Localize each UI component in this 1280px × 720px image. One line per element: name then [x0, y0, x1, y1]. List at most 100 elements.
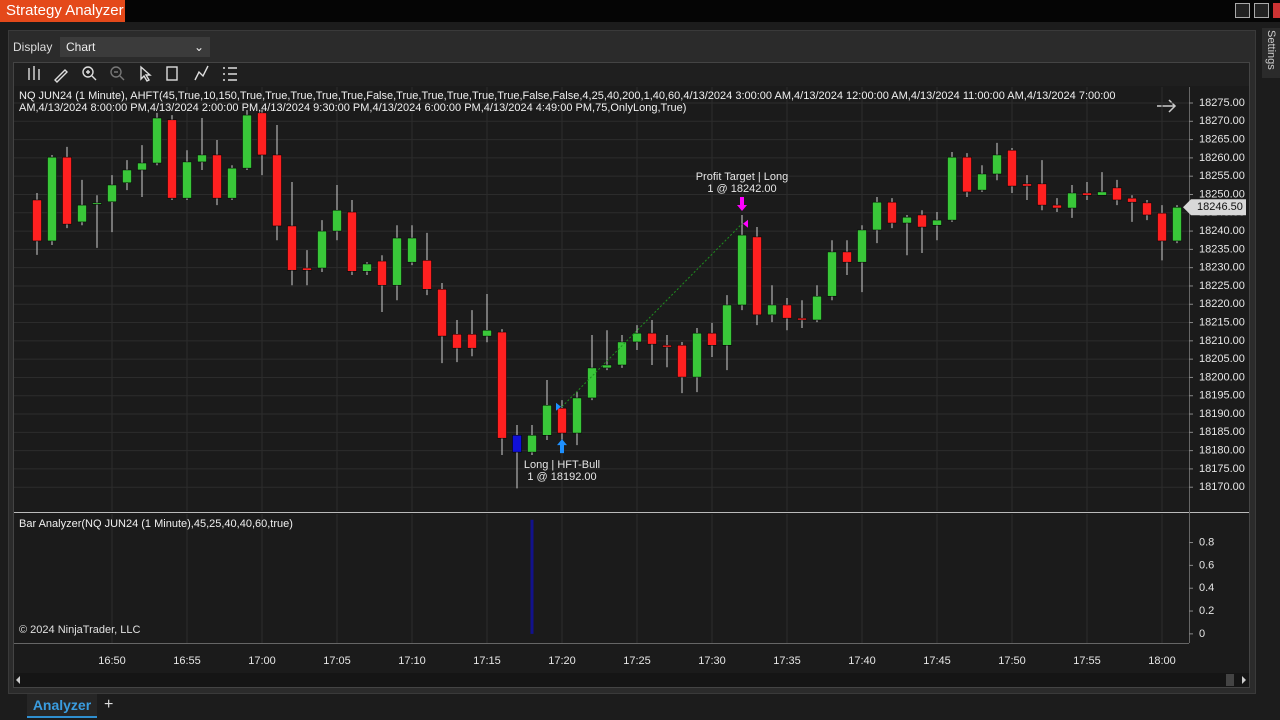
candle-body	[572, 397, 582, 434]
candle-body	[782, 304, 792, 319]
y-tick-label: 18210.00	[1199, 335, 1245, 347]
window-title: Strategy Analyzer	[0, 0, 125, 22]
analyzer-tab[interactable]: Analyzer	[27, 694, 97, 718]
candle-body	[47, 156, 57, 242]
candle-body	[1067, 192, 1077, 209]
x-tick-label: 17:20	[548, 655, 576, 667]
y-tick-label: 0.4	[1199, 582, 1214, 594]
candle-body	[287, 225, 297, 271]
scroll-right-icon[interactable]	[1157, 99, 1177, 113]
candle-body	[62, 156, 72, 225]
candle-body	[932, 219, 942, 226]
minimize-button[interactable]	[1235, 3, 1250, 18]
indicator-icon[interactable]	[194, 65, 209, 81]
candle-body	[842, 251, 852, 263]
pointer-icon[interactable]	[140, 65, 152, 82]
candle-body	[902, 216, 912, 224]
scroll-thumb[interactable]	[1226, 674, 1234, 686]
candle-body	[737, 234, 747, 306]
display-dropdown[interactable]: Chart ⌄	[60, 37, 210, 57]
dropdown-arrow: ⌄	[193, 40, 204, 54]
candle-body	[257, 112, 267, 156]
candle-body	[497, 331, 507, 439]
draw-icon[interactable]	[54, 69, 68, 83]
y-tick-label: 18195.00	[1199, 390, 1245, 402]
y-tick-label: 0.2	[1199, 605, 1214, 617]
y-tick-label: 18215.00	[1199, 316, 1245, 328]
candle-body	[767, 304, 777, 316]
x-tick-label: 18:00	[1148, 655, 1176, 667]
settings-tab[interactable]: Settings	[1262, 28, 1280, 78]
add-tab-button[interactable]: +	[104, 696, 114, 713]
candle-body	[827, 251, 837, 297]
toolbar-icons	[28, 65, 237, 83]
candle-body	[422, 260, 432, 290]
y-tick-label: 18235.00	[1199, 243, 1245, 255]
candle-body	[857, 229, 867, 263]
y-tick-label: 0.8	[1199, 536, 1214, 548]
candle-body	[962, 156, 972, 193]
candle-body	[587, 367, 597, 399]
candle-body	[347, 211, 357, 272]
candle-body	[617, 341, 627, 366]
candle-body	[92, 202, 102, 205]
x-tick-label: 16:50	[98, 655, 126, 667]
candle-body	[272, 154, 282, 227]
y-tick-label: 18255.00	[1199, 170, 1245, 182]
grid	[14, 87, 1189, 643]
candle-body	[1097, 191, 1107, 196]
last-price-label: 18246.50	[1197, 201, 1243, 213]
bars-icon[interactable]	[28, 66, 40, 80]
candle-body	[227, 167, 237, 199]
x-tick-label: 17:40	[848, 655, 876, 667]
candle-body	[1172, 207, 1182, 242]
data-box-icon[interactable]	[166, 66, 178, 81]
zoom-in-icon[interactable]	[82, 66, 94, 78]
scrollbar[interactable]	[14, 673, 1249, 687]
exit-marker	[743, 219, 748, 228]
candle-body	[722, 304, 732, 346]
chart-toolbar	[14, 63, 1249, 86]
candle-body	[677, 344, 687, 378]
y-tick-label: 18175.00	[1199, 463, 1245, 475]
candle-body	[317, 230, 327, 269]
x-tick-label: 17:45	[923, 655, 951, 667]
candle-body	[242, 114, 252, 169]
dropdown-value: Chart	[66, 40, 96, 54]
y-tick-label: 18225.00	[1199, 280, 1245, 292]
x-tick-label: 17:00	[248, 655, 276, 667]
x-tick-label: 17:25	[623, 655, 651, 667]
candle-body	[1157, 212, 1167, 242]
maximize-button[interactable]	[1254, 3, 1269, 18]
candle-body	[1052, 204, 1062, 209]
y-tick-label: 18205.00	[1199, 353, 1245, 365]
entry-marker	[556, 402, 561, 411]
y-tick-label: 18200.00	[1199, 371, 1245, 383]
chart-title: NQ JUN24 (1 Minute), AHFT(45,True,10,150…	[19, 90, 1116, 114]
list-icon[interactable]	[223, 67, 237, 81]
scroll-right-arrow[interactable]	[1242, 676, 1246, 684]
y-tick-label: 18185.00	[1199, 426, 1245, 438]
candle-body	[1112, 187, 1122, 201]
candle-body	[947, 156, 957, 221]
candle-body	[377, 260, 387, 286]
y-tick-label: 18260.00	[1199, 152, 1245, 164]
candle-body	[917, 214, 927, 228]
y-tick-label: 18170.00	[1199, 481, 1245, 493]
candle-body	[602, 364, 612, 369]
entry-name: Long | HFT-Bull	[524, 459, 600, 471]
x-tick-label: 17:30	[698, 655, 726, 667]
candle-body	[467, 334, 477, 349]
exit-name: Profit Target | Long	[696, 171, 789, 183]
entry-arrow	[557, 439, 567, 454]
scroll-left-arrow[interactable]	[16, 676, 20, 684]
candle-body	[332, 209, 342, 232]
close-button[interactable]	[1273, 3, 1280, 18]
zoom-out-icon[interactable]	[110, 66, 122, 78]
candle-body	[182, 161, 192, 199]
title-bar	[0, 0, 1280, 22]
x-tick-label: 17:50	[998, 655, 1026, 667]
candle-body	[797, 317, 807, 321]
y-tick-label: 18180.00	[1199, 445, 1245, 457]
candle-body	[542, 405, 552, 436]
